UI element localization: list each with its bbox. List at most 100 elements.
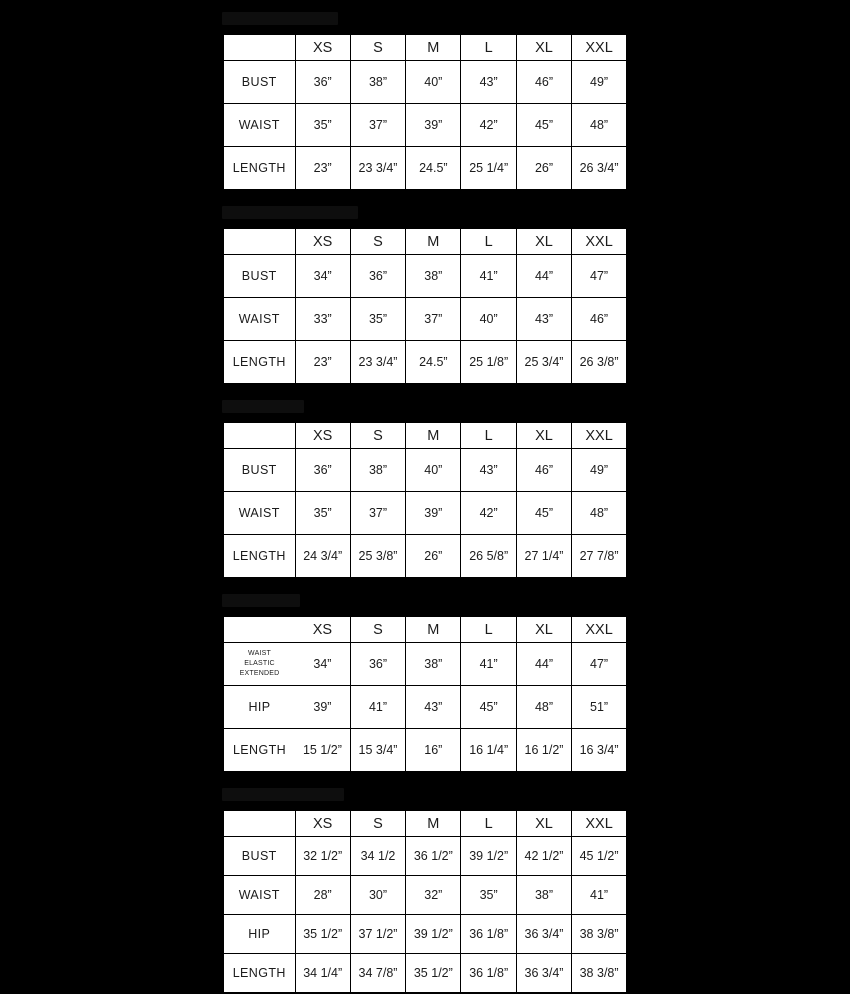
measurement-row: WAIST 33” 35” 37” 40” 43” 46” [222,297,628,341]
size-header-cell: L [460,615,517,643]
measurement-cell: 48” [515,685,573,729]
measurement-row: WAIST 35” 37” 39” 42” 45” 48” [222,103,628,147]
measurement-cell: 42” [460,491,517,535]
measurement-cell: 41” [349,685,407,729]
row-label-line: ELASTIC EXTENDED [239,660,280,677]
corner-cell [222,809,296,837]
size-header-cell: M [405,809,462,837]
size-header-cell: S [349,33,407,61]
measurement-row: WAIST ELASTIC EXTENDED 34” 36” 38” 41” 44” 47” [222,642,628,686]
measurement-row: HIP 39” 41” 43” 45” 48” 51” [222,685,628,729]
row-label: HIP [222,914,296,954]
measurement-cell: 45 1/2” [571,836,628,876]
row-label: LENGTH [222,340,296,385]
row-label: BUST [222,254,296,298]
row-label: BUST [222,448,296,492]
measurement-cell: 37” [405,297,462,341]
measurement-cell: 25 3/4” [515,340,573,385]
measurement-cell: 46” [515,448,573,492]
size-table: XS S M L XL XXL BUST 36” 38” 40” 43” 46” 49” WAIST 35”… [222,33,628,191]
measurement-cell: 36” [294,448,351,492]
table-title-bar-illegible [222,206,358,219]
measurement-cell: 35” [460,875,517,915]
measurement-cell: 45” [515,491,573,535]
measurement-cell: 38” [405,254,462,298]
measurement-cell: 42 1/2” [515,836,573,876]
row-label-line: WAIST [248,650,271,658]
size-header-cell: XXL [571,33,628,61]
measurement-cell: 30” [349,875,407,915]
measurement-cell: 23 3/4” [349,340,407,385]
corner-cell [222,421,296,449]
measurement-cell: 32 1/2” [294,836,351,876]
size-header-cell: XS [294,421,351,449]
row-label: LENGTH [222,953,296,994]
table-title-bar-illegible [222,12,338,25]
measurement-cell: 41” [460,642,517,686]
size-header-cell: S [349,227,407,255]
measurement-cell: 34” [294,254,351,298]
size-header-cell: XS [294,33,351,61]
measurement-cell: 39 1/2” [405,914,462,954]
measurement-cell: 39” [405,103,462,147]
measurement-cell: 44” [515,642,573,686]
size-header-cell: XXL [571,809,628,837]
row-label: WAIST [222,103,296,147]
row-label: LENGTH [222,728,295,773]
measurement-cell: 26” [405,534,462,579]
measurement-cell: 24 3/4” [294,534,351,579]
size-header-cell: S [349,615,407,643]
measurement-cell: 38 3/8” [571,953,628,994]
size-header-cell: XL [515,227,573,255]
measurement-cell: 38” [349,60,407,104]
measurement-cell: 51” [571,685,628,729]
measurement-cell: 49” [571,448,628,492]
size-header-cell: S [349,809,407,837]
size-table-host: XS S M L XL XXL WAIST ELASTIC EXTENDED 34” 36” 38”… [222,615,628,773]
row-label: LENGTH [222,146,296,191]
measurement-cell: 26” [515,146,573,191]
size-header-cell: L [460,227,517,255]
size-header-cell: XL [515,615,573,643]
measurement-cell: 26 3/8” [571,340,628,385]
row-label: BUST [222,60,296,104]
measurement-cell: 36” [294,60,351,104]
size-header-cell: L [460,809,517,837]
measurement-cell: 46” [515,60,573,104]
measurement-row: LENGTH 34 1/4” 34 7/8” 35 1/2” 36 1/8” 36 3/4… [222,953,628,994]
measurement-cell: 36 1/8” [460,914,517,954]
measurement-cell: 34 7/8” [349,953,407,994]
measurement-row: BUST 36” 38” 40” 43” 46” 49” [222,60,628,104]
measurement-cell: 32” [405,875,462,915]
size-chart-section-5: XS S M L XL XXL BUST 32 1/2” 34 1/2 36 1/2” 39 1/2… [222,788,628,994]
measurement-cell: 34 1/2 [349,836,407,876]
measurement-cell: 40” [405,448,462,492]
measurement-cell: 26 3/4” [571,146,628,191]
size-header-cell: XXL [571,227,628,255]
size-table: XS S M L XL XXL BUST 32 1/2” 34 1/2 36 1/2” 39 1/2… [222,809,628,994]
measurement-cell: 36” [349,254,407,298]
measurement-cell: 39 1/2” [460,836,517,876]
measurement-cell: 43” [405,685,462,729]
row-label: BUST [222,836,296,876]
measurement-cell: 43” [515,297,573,341]
measurement-cell: 48” [571,491,628,535]
measurement-cell: 43” [460,448,517,492]
measurement-row: WAIST 35” 37” 39” 42” 45” 48” [222,491,628,535]
size-header-cell: XS [294,809,351,837]
measurement-cell: 37” [349,491,407,535]
measurement-cell: 36 3/4” [515,914,573,954]
measurement-cell: 44” [515,254,573,298]
measurement-cell: 38” [349,448,407,492]
measurement-cell: 15 1/2” [295,728,351,773]
measurement-row: BUST 34” 36” 38” 41” 44” 47” [222,254,628,298]
measurement-row: LENGTH 23” 23 3/4” 24.5” 25 1/4” 26” 26 3/4” [222,146,628,191]
size-table-host: XS S M L XL XXL BUST 36” 38” 40” 43” 46” 49” WAIST 35”… [222,33,628,191]
row-label: LENGTH [222,534,296,579]
size-header-row: XS S M L XL XXL [222,421,628,449]
size-header-cell: L [460,33,517,61]
measurement-cell: 45” [515,103,573,147]
size-table-host: XS S M L XL XXL BUST 32 1/2” 34 1/2 36 1/2” 39 1/2… [222,809,628,994]
table-title-bar-illegible [222,594,300,607]
measurement-cell: 16 1/4” [460,728,517,773]
